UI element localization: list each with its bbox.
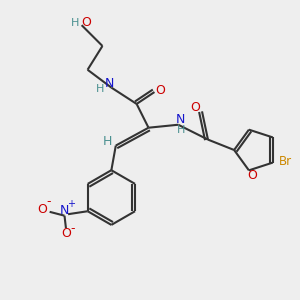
Text: N: N	[176, 113, 185, 126]
Text: H: H	[103, 136, 112, 148]
Text: N: N	[105, 76, 115, 90]
Text: -: -	[70, 222, 75, 235]
Text: +: +	[67, 200, 75, 209]
Text: -: -	[46, 196, 51, 208]
Text: O: O	[248, 169, 257, 182]
Text: H: H	[176, 125, 185, 135]
Text: O: O	[190, 101, 200, 114]
Text: O: O	[61, 227, 71, 240]
Text: O: O	[81, 16, 91, 29]
Text: H: H	[71, 18, 79, 28]
Text: O: O	[38, 203, 47, 216]
Text: H: H	[96, 84, 104, 94]
Text: Br: Br	[279, 155, 292, 169]
Text: N: N	[60, 204, 69, 217]
Text: O: O	[155, 84, 165, 97]
